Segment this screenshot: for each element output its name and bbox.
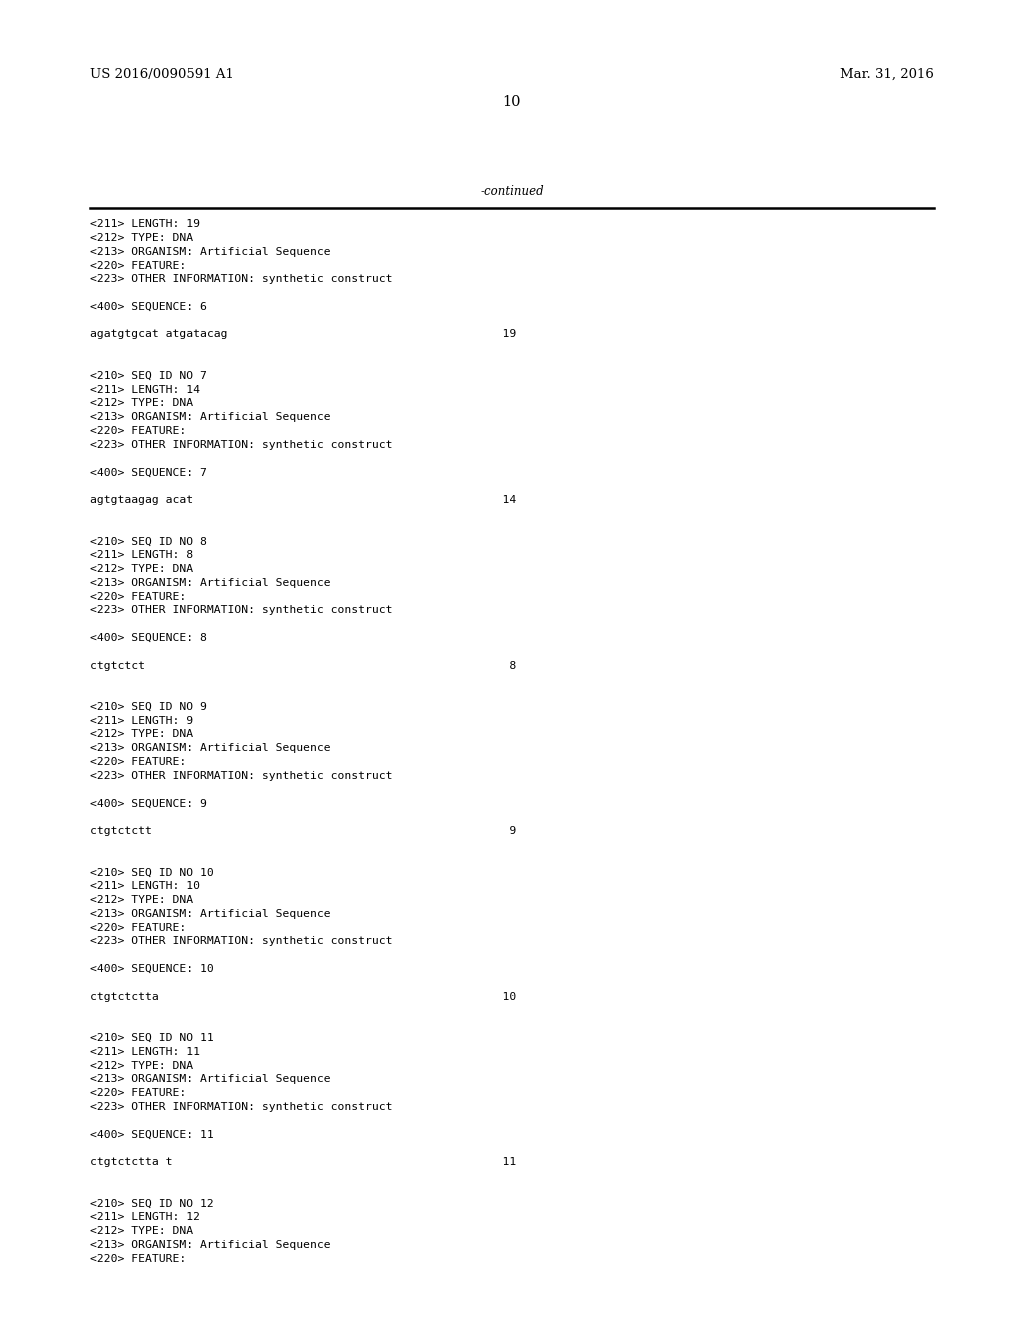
Text: <220> FEATURE:: <220> FEATURE: bbox=[90, 426, 186, 436]
Text: <400> SEQUENCE: 7: <400> SEQUENCE: 7 bbox=[90, 467, 207, 478]
Text: <211> LENGTH: 12: <211> LENGTH: 12 bbox=[90, 1212, 200, 1222]
Text: <212> TYPE: DNA: <212> TYPE: DNA bbox=[90, 895, 194, 906]
Text: <211> LENGTH: 10: <211> LENGTH: 10 bbox=[90, 882, 200, 891]
Text: <211> LENGTH: 9: <211> LENGTH: 9 bbox=[90, 715, 194, 726]
Text: <210> SEQ ID NO 11: <210> SEQ ID NO 11 bbox=[90, 1034, 214, 1043]
Text: ctgtctct                                                     8: ctgtctct 8 bbox=[90, 660, 516, 671]
Text: <220> FEATURE:: <220> FEATURE: bbox=[90, 591, 186, 602]
Text: <210> SEQ ID NO 7: <210> SEQ ID NO 7 bbox=[90, 371, 207, 381]
Text: <213> ORGANISM: Artificial Sequence: <213> ORGANISM: Artificial Sequence bbox=[90, 412, 331, 422]
Text: <223> OTHER INFORMATION: synthetic construct: <223> OTHER INFORMATION: synthetic const… bbox=[90, 771, 392, 781]
Text: <213> ORGANISM: Artificial Sequence: <213> ORGANISM: Artificial Sequence bbox=[90, 247, 331, 256]
Text: <213> ORGANISM: Artificial Sequence: <213> ORGANISM: Artificial Sequence bbox=[90, 908, 331, 919]
Text: ctgtctctt                                                    9: ctgtctctt 9 bbox=[90, 826, 516, 836]
Text: <400> SEQUENCE: 9: <400> SEQUENCE: 9 bbox=[90, 799, 207, 808]
Text: <223> OTHER INFORMATION: synthetic construct: <223> OTHER INFORMATION: synthetic const… bbox=[90, 275, 392, 284]
Text: <400> SEQUENCE: 11: <400> SEQUENCE: 11 bbox=[90, 1130, 214, 1139]
Text: 10: 10 bbox=[503, 95, 521, 110]
Text: ctgtctctta                                                  10: ctgtctctta 10 bbox=[90, 991, 516, 1002]
Text: agtgtaagag acat                                             14: agtgtaagag acat 14 bbox=[90, 495, 516, 506]
Text: <212> TYPE: DNA: <212> TYPE: DNA bbox=[90, 232, 194, 243]
Text: <220> FEATURE:: <220> FEATURE: bbox=[90, 758, 186, 767]
Text: <211> LENGTH: 8: <211> LENGTH: 8 bbox=[90, 550, 194, 560]
Text: <212> TYPE: DNA: <212> TYPE: DNA bbox=[90, 399, 194, 408]
Text: ctgtctctta t                                                11: ctgtctctta t 11 bbox=[90, 1158, 516, 1167]
Text: <400> SEQUENCE: 8: <400> SEQUENCE: 8 bbox=[90, 632, 207, 643]
Text: agatgtgcat atgatacag                                        19: agatgtgcat atgatacag 19 bbox=[90, 330, 516, 339]
Text: <210> SEQ ID NO 10: <210> SEQ ID NO 10 bbox=[90, 867, 214, 878]
Text: <213> ORGANISM: Artificial Sequence: <213> ORGANISM: Artificial Sequence bbox=[90, 1074, 331, 1084]
Text: US 2016/0090591 A1: US 2016/0090591 A1 bbox=[90, 67, 234, 81]
Text: <400> SEQUENCE: 6: <400> SEQUENCE: 6 bbox=[90, 302, 207, 312]
Text: <210> SEQ ID NO 8: <210> SEQ ID NO 8 bbox=[90, 536, 207, 546]
Text: <223> OTHER INFORMATION: synthetic construct: <223> OTHER INFORMATION: synthetic const… bbox=[90, 606, 392, 615]
Text: <211> LENGTH: 11: <211> LENGTH: 11 bbox=[90, 1047, 200, 1057]
Text: -continued: -continued bbox=[480, 186, 544, 198]
Text: <220> FEATURE:: <220> FEATURE: bbox=[90, 260, 186, 271]
Text: <211> LENGTH: 19: <211> LENGTH: 19 bbox=[90, 219, 200, 230]
Text: <400> SEQUENCE: 10: <400> SEQUENCE: 10 bbox=[90, 964, 214, 974]
Text: <212> TYPE: DNA: <212> TYPE: DNA bbox=[90, 1226, 194, 1236]
Text: <220> FEATURE:: <220> FEATURE: bbox=[90, 1254, 186, 1263]
Text: Mar. 31, 2016: Mar. 31, 2016 bbox=[840, 67, 934, 81]
Text: <223> OTHER INFORMATION: synthetic construct: <223> OTHER INFORMATION: synthetic const… bbox=[90, 936, 392, 946]
Text: <213> ORGANISM: Artificial Sequence: <213> ORGANISM: Artificial Sequence bbox=[90, 578, 331, 587]
Text: <220> FEATURE:: <220> FEATURE: bbox=[90, 923, 186, 933]
Text: <212> TYPE: DNA: <212> TYPE: DNA bbox=[90, 730, 194, 739]
Text: <212> TYPE: DNA: <212> TYPE: DNA bbox=[90, 1060, 194, 1071]
Text: <210> SEQ ID NO 9: <210> SEQ ID NO 9 bbox=[90, 702, 207, 711]
Text: <220> FEATURE:: <220> FEATURE: bbox=[90, 1088, 186, 1098]
Text: <210> SEQ ID NO 12: <210> SEQ ID NO 12 bbox=[90, 1199, 214, 1209]
Text: <213> ORGANISM: Artificial Sequence: <213> ORGANISM: Artificial Sequence bbox=[90, 743, 331, 754]
Text: <223> OTHER INFORMATION: synthetic construct: <223> OTHER INFORMATION: synthetic const… bbox=[90, 440, 392, 450]
Text: <213> ORGANISM: Artificial Sequence: <213> ORGANISM: Artificial Sequence bbox=[90, 1239, 331, 1250]
Text: <211> LENGTH: 14: <211> LENGTH: 14 bbox=[90, 384, 200, 395]
Text: <212> TYPE: DNA: <212> TYPE: DNA bbox=[90, 564, 194, 574]
Text: <223> OTHER INFORMATION: synthetic construct: <223> OTHER INFORMATION: synthetic const… bbox=[90, 1102, 392, 1111]
